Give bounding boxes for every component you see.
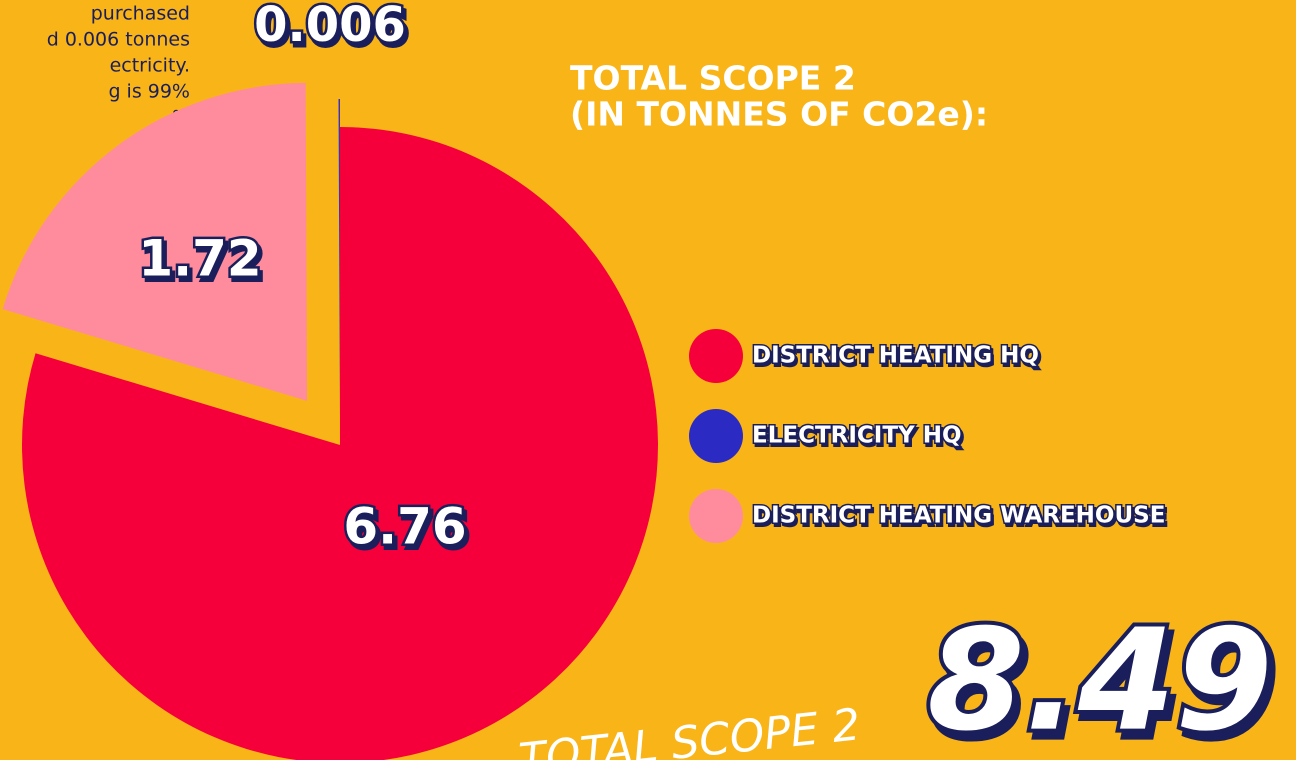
title-line: TOTAL SCOPE 2 xyxy=(570,59,856,98)
legend-swatch xyxy=(689,409,743,463)
pie-slice xyxy=(2,82,308,401)
pie-slice xyxy=(338,99,340,418)
pie: 6.76 0.006 1.72 xyxy=(2,0,658,760)
intro-line: g is 99% xyxy=(108,81,190,103)
legend-label: DISTRICT HEATING HQ xyxy=(752,343,1039,369)
total-caption: TOTAL SCOPE 2 xyxy=(517,699,863,760)
data-label: 0.006 xyxy=(254,0,406,53)
data-label: 6.76 xyxy=(343,498,466,556)
intro-line: d 0.006 tonnes xyxy=(47,29,190,51)
title-line: (IN TONNES OF CO2e): xyxy=(570,95,988,134)
data-label: 1.72 xyxy=(138,230,261,288)
legend-label: DISTRICT HEATING WAREHOUSE xyxy=(752,503,1165,529)
total-value: 8.49 xyxy=(927,600,1272,760)
legend-swatch xyxy=(689,489,743,543)
legend: DISTRICT HEATING HQ ELECTRICITY HQ DISTRIC… xyxy=(689,329,1167,543)
legend-swatch xyxy=(689,329,743,383)
intro-line: ectricity. xyxy=(110,55,190,77)
legend-label: ELECTRICITY HQ xyxy=(752,423,962,449)
intro-line: purchased xyxy=(91,3,190,25)
pie-slice xyxy=(22,127,658,760)
